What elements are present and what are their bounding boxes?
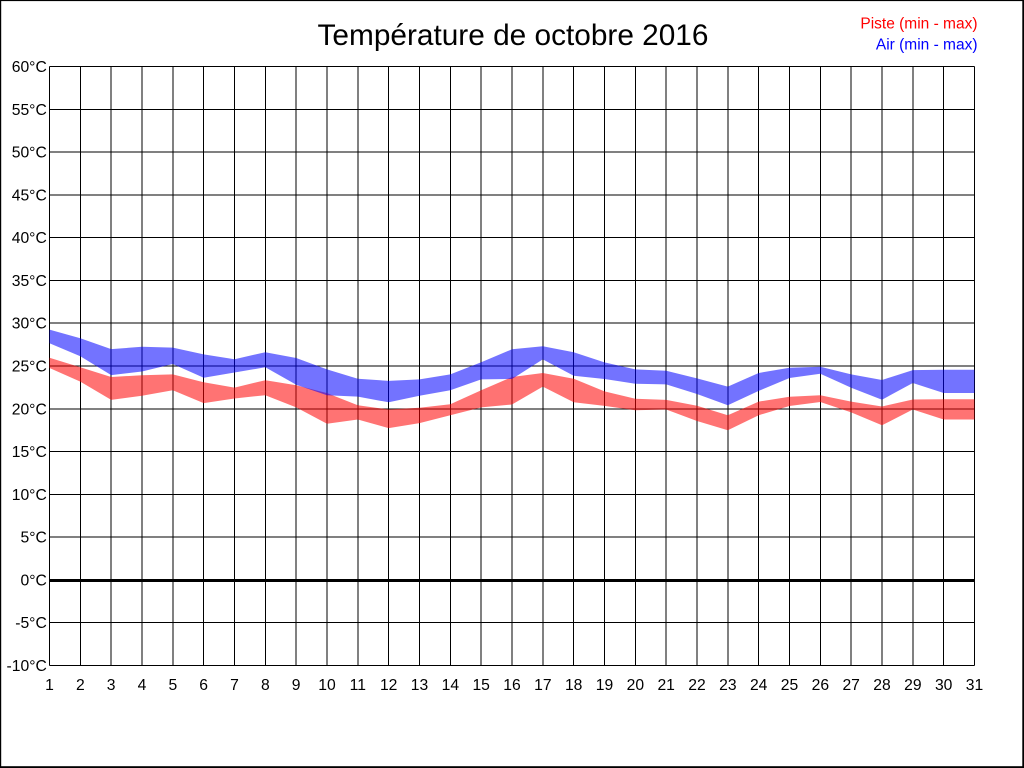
svg-text:24: 24 [750,677,768,694]
svg-text:4: 4 [138,677,147,694]
svg-text:Température de octobre 2016: Température de octobre 2016 [318,19,709,52]
svg-text:-5°C: -5°C [15,615,47,632]
svg-text:26: 26 [812,677,830,694]
svg-text:29: 29 [904,677,921,694]
svg-text:12: 12 [380,677,397,694]
svg-text:13: 13 [411,677,429,694]
svg-text:35°C: 35°C [12,273,47,290]
svg-text:14: 14 [442,677,460,694]
svg-text:17: 17 [534,677,551,694]
svg-text:45°C: 45°C [12,187,47,204]
svg-text:19: 19 [596,677,613,694]
svg-text:9: 9 [292,677,301,694]
svg-text:55°C: 55°C [12,102,47,119]
svg-text:6: 6 [199,677,208,694]
svg-text:15: 15 [472,677,490,694]
svg-text:23: 23 [719,677,737,694]
svg-text:27: 27 [842,677,859,694]
svg-text:25: 25 [781,677,799,694]
svg-text:28: 28 [873,677,891,694]
svg-text:20: 20 [627,677,645,694]
svg-text:Air (min - max): Air (min - max) [876,36,978,53]
svg-text:7: 7 [230,677,239,694]
svg-text:2: 2 [76,677,85,694]
svg-text:40°C: 40°C [12,230,47,247]
svg-text:8: 8 [261,677,270,694]
svg-text:21: 21 [657,677,674,694]
svg-text:60°C: 60°C [12,59,47,76]
svg-text:20°C: 20°C [12,401,47,418]
svg-text:50°C: 50°C [12,145,47,162]
svg-text:22: 22 [688,677,705,694]
svg-text:31: 31 [966,677,983,694]
svg-text:0°C: 0°C [20,572,46,589]
svg-text:5°C: 5°C [20,530,46,547]
svg-text:10: 10 [318,677,336,694]
svg-text:18: 18 [565,677,583,694]
svg-text:3: 3 [107,677,116,694]
svg-text:1: 1 [45,677,54,694]
svg-text:30°C: 30°C [12,316,47,333]
svg-text:25°C: 25°C [12,359,47,376]
svg-text:11: 11 [350,677,366,694]
svg-text:15°C: 15°C [12,444,47,461]
svg-text:-10°C: -10°C [7,658,47,675]
svg-text:Piste (min - max): Piste (min - max) [860,15,977,32]
svg-text:5: 5 [168,677,177,694]
svg-text:10°C: 10°C [12,487,47,504]
svg-text:16: 16 [503,677,521,694]
svg-text:30: 30 [935,677,953,694]
